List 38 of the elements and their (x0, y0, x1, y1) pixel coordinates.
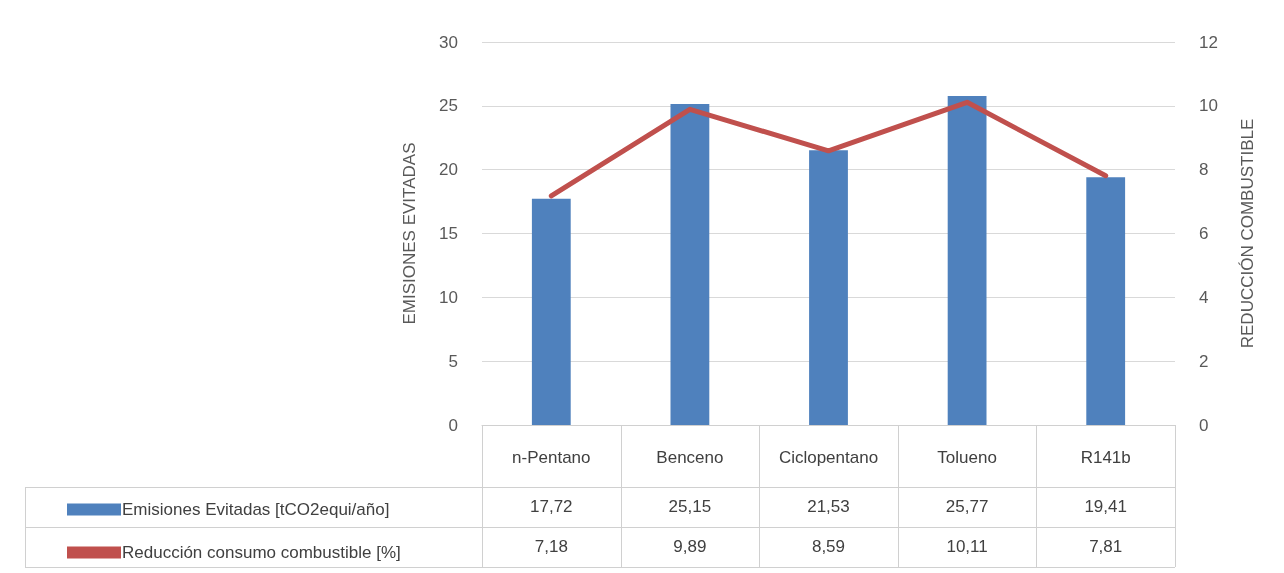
bar (809, 150, 848, 425)
y2-tick-label: 8 (1199, 160, 1209, 180)
y-tick-label: 0 (448, 415, 458, 435)
data-label: 7,18 (533, 536, 569, 558)
data-label: 25,77 (944, 496, 990, 518)
y-tick-label: 10 (439, 287, 458, 307)
y-tick-label: 15 (439, 224, 458, 243)
y-tick-label: 20 (439, 160, 458, 180)
legend-label: Emisiones Evitadas [tCO2equi/año] (122, 500, 390, 519)
bar (1086, 177, 1126, 425)
y2-axis-title: REDUCCIÓN COMBUSTIBLE (1238, 118, 1257, 349)
bar (947, 96, 987, 425)
x-tick-label: Tolueno (937, 448, 997, 467)
data-label: 9,89 (672, 536, 708, 558)
y2-tick-label: 2 (1199, 351, 1209, 371)
y2-tick-label: 10 (1199, 96, 1218, 116)
data-label: 7,81 (1088, 536, 1124, 558)
bar (670, 103, 710, 425)
legend-label: Reducción consumo combustible [%] (122, 543, 401, 562)
x-tick-label: Ciclopentano (778, 448, 879, 467)
y2-tick-label: 6 (1199, 224, 1209, 243)
data-label: 19,41 (1083, 496, 1128, 518)
x-tick-label: Benceno (656, 448, 724, 467)
y2-tick-label: 4 (1199, 287, 1209, 307)
y-tick-label: 5 (448, 351, 458, 371)
bar (531, 198, 571, 425)
data-label: 21,53 (806, 496, 851, 518)
y2-tick-label: 12 (1199, 32, 1218, 52)
y-axis-title: EMISIONES EVITADAS (400, 142, 419, 325)
data-label: 8,59 (810, 536, 847, 558)
y2-tick-label: 0 (1199, 415, 1209, 435)
x-tick-label: R141b (1080, 448, 1131, 467)
y-tick-label: 25 (439, 96, 458, 116)
x-tick-label: n-Pentano (512, 448, 591, 467)
data-label: 10,11 (945, 536, 989, 558)
y-tick-label: 30 (439, 32, 458, 52)
data-label: 17,72 (529, 496, 574, 518)
data-label: 25,15 (667, 496, 713, 518)
